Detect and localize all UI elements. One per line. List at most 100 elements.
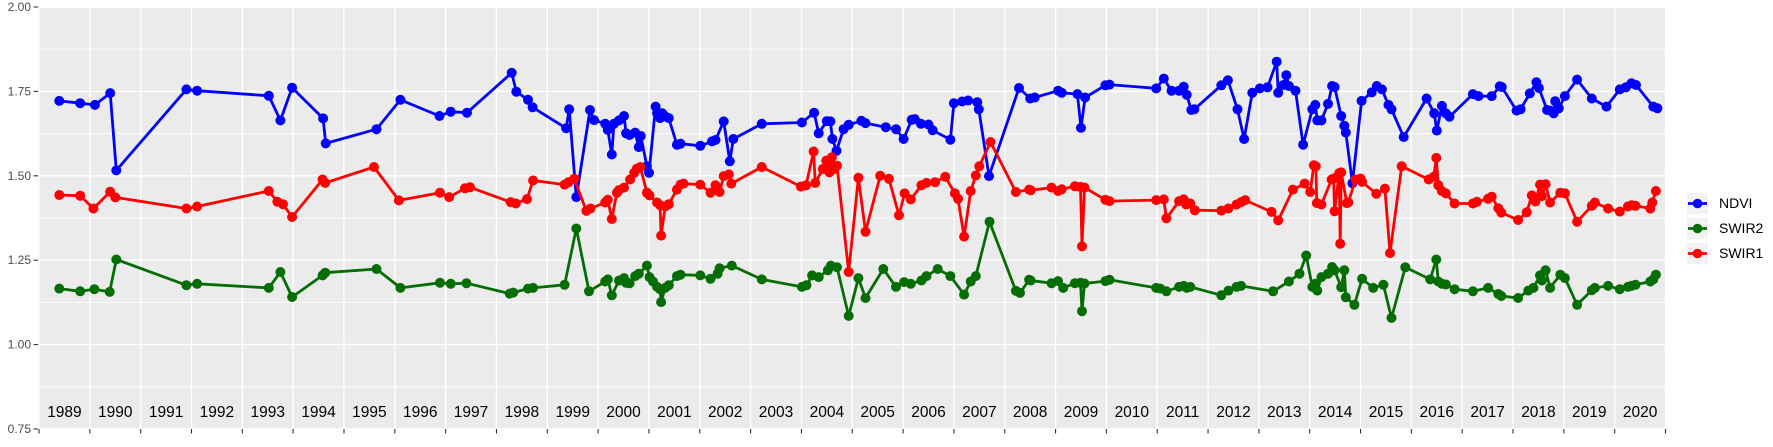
data-point xyxy=(1178,81,1189,92)
data-point xyxy=(1630,200,1641,211)
data-point xyxy=(461,278,472,289)
data-point xyxy=(826,152,837,163)
data-point xyxy=(1185,281,1196,292)
data-point xyxy=(1299,178,1310,189)
year-label: 1989 xyxy=(47,404,81,421)
data-point xyxy=(75,98,86,109)
y-tick-label: 0.75 xyxy=(8,422,32,436)
data-point xyxy=(54,283,65,294)
data-point xyxy=(393,195,404,206)
year-label: 2001 xyxy=(657,404,691,421)
data-point xyxy=(1161,213,1172,224)
data-point xyxy=(1515,104,1526,115)
data-point xyxy=(1357,176,1368,187)
data-point xyxy=(1429,108,1440,119)
year-label: 2010 xyxy=(1115,404,1150,421)
data-point xyxy=(1524,88,1535,99)
data-point xyxy=(1014,83,1024,93)
data-point xyxy=(444,192,455,203)
data-point xyxy=(726,178,737,189)
data-point xyxy=(1431,152,1442,163)
series-SWIR2 xyxy=(54,216,1661,323)
data-point xyxy=(1151,83,1162,94)
data-point xyxy=(1058,282,1069,293)
year-label: 2004 xyxy=(810,404,845,421)
y-tick-label: 1.50 xyxy=(8,169,32,183)
data-point xyxy=(1650,269,1661,280)
data-point xyxy=(1471,196,1482,207)
data-point xyxy=(1240,195,1251,206)
data-point xyxy=(1425,274,1436,285)
data-point xyxy=(1335,238,1346,249)
data-point xyxy=(1181,89,1192,100)
data-point xyxy=(1513,293,1524,303)
data-point xyxy=(1357,273,1368,284)
data-point xyxy=(527,102,538,113)
legend-key-swir1-icon xyxy=(1687,243,1708,264)
data-point xyxy=(602,194,613,205)
data-point xyxy=(589,115,600,126)
legend-key-ndvi-icon xyxy=(1687,193,1708,214)
data-point xyxy=(508,287,519,298)
data-point xyxy=(714,263,725,274)
data-point xyxy=(675,269,686,280)
year-label: 2015 xyxy=(1369,404,1403,421)
data-point xyxy=(1614,206,1625,217)
data-point xyxy=(1329,265,1340,276)
data-point xyxy=(1559,91,1570,102)
data-point xyxy=(1158,73,1169,84)
data-point xyxy=(1076,122,1086,133)
data-point xyxy=(1312,285,1323,296)
data-point xyxy=(891,281,901,292)
data-point xyxy=(435,187,445,198)
data-point xyxy=(832,160,842,171)
data-point xyxy=(724,156,735,167)
data-point xyxy=(1371,188,1382,199)
year-label: 1997 xyxy=(454,404,488,421)
data-point xyxy=(1262,82,1273,93)
data-point xyxy=(1336,167,1347,178)
year-label: 2006 xyxy=(911,404,945,421)
data-point xyxy=(1232,104,1243,115)
year-label: 1993 xyxy=(250,404,284,421)
year-label: 2012 xyxy=(1216,404,1250,421)
data-point xyxy=(1266,206,1277,217)
data-point xyxy=(1396,161,1407,172)
data-point xyxy=(1586,93,1597,104)
year-label: 2020 xyxy=(1623,404,1658,421)
data-point xyxy=(656,297,667,308)
data-point xyxy=(54,95,65,106)
data-point xyxy=(1298,139,1309,150)
data-point xyxy=(1239,134,1250,144)
data-point xyxy=(808,146,819,157)
data-point xyxy=(522,194,532,205)
data-point xyxy=(111,165,122,176)
data-point xyxy=(75,286,86,297)
data-point xyxy=(1431,254,1442,265)
y-tick-label: 1.75 xyxy=(8,84,32,98)
data-point xyxy=(984,171,994,182)
data-point xyxy=(278,199,288,210)
year-label: 2011 xyxy=(1166,404,1199,421)
year-label: 1996 xyxy=(403,404,437,421)
data-point xyxy=(619,111,629,121)
y-tick-label: 2.00 xyxy=(8,0,32,14)
data-point xyxy=(1603,203,1614,214)
data-point xyxy=(1316,115,1327,126)
data-point xyxy=(1572,74,1583,85)
data-point xyxy=(945,271,956,282)
data-point xyxy=(1222,75,1233,86)
data-point xyxy=(714,187,725,197)
data-point xyxy=(1290,85,1301,96)
data-point xyxy=(860,226,871,237)
year-label: 2019 xyxy=(1572,404,1606,421)
data-point xyxy=(894,210,904,221)
data-point xyxy=(1010,187,1021,197)
data-point xyxy=(584,286,594,297)
data-point xyxy=(1572,299,1583,310)
data-point xyxy=(275,115,286,126)
legend-label-swir1: SWIR1 xyxy=(1719,245,1764,261)
data-point xyxy=(898,134,909,144)
data-point xyxy=(181,84,192,95)
